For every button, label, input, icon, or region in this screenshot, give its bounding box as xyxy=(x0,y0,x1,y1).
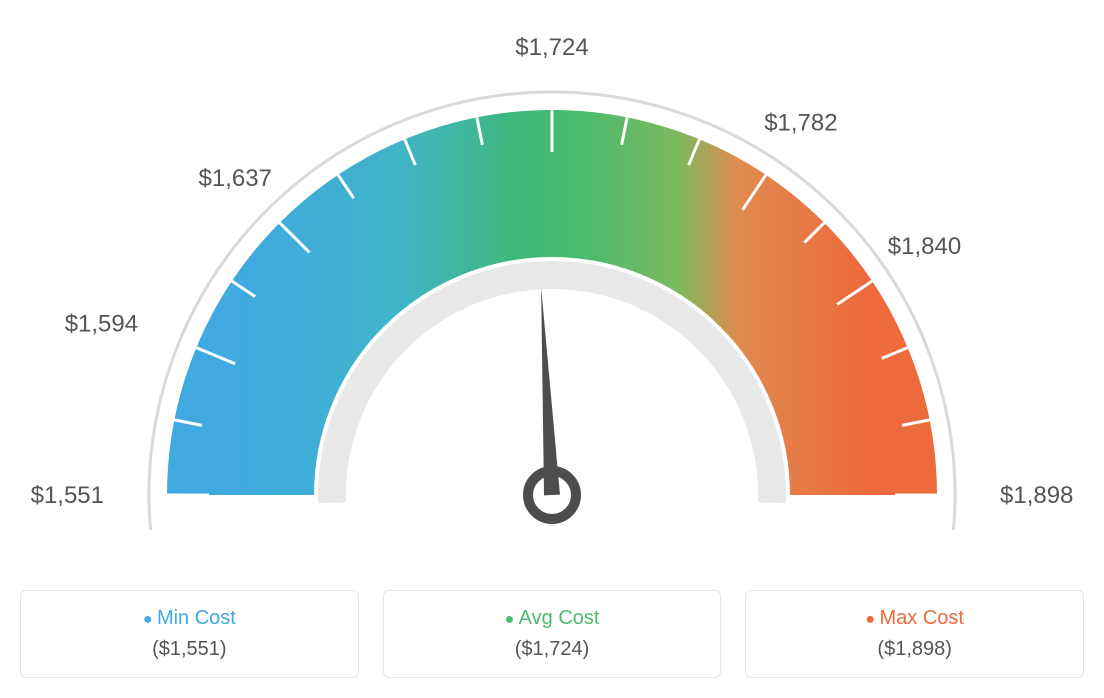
svg-text:$1,840: $1,840 xyxy=(888,233,961,260)
legend-avg-title: Avg Cost xyxy=(384,607,721,630)
svg-text:$1,898: $1,898 xyxy=(1000,482,1073,509)
legend-avg-card: Avg Cost ($1,724) xyxy=(383,590,722,678)
gauge-svg: $1,551 $1,594 $1,637 $1,724 $1,782 $1,840 $1,8… xyxy=(20,20,1084,560)
legend-min-card: Min Cost ($1,551) xyxy=(20,590,359,678)
legend-min-value: ($1,551) xyxy=(21,638,358,661)
legend-max-value: ($1,898) xyxy=(746,638,1083,661)
gauge-svg-container: $1,551 $1,594 $1,637 $1,724 $1,782 $1,840 $1,8… xyxy=(20,20,1084,560)
svg-text:$1,782: $1,782 xyxy=(764,110,837,137)
svg-text:$1,551: $1,551 xyxy=(31,482,104,509)
cost-gauge-chart: $1,551 $1,594 $1,637 $1,724 $1,782 $1,840 $1,8… xyxy=(20,20,1084,678)
legend-max-card: Max Cost ($1,898) xyxy=(745,590,1084,678)
svg-text:$1,594: $1,594 xyxy=(65,311,138,338)
svg-text:$1,724: $1,724 xyxy=(515,34,588,61)
legend-avg-value: ($1,724) xyxy=(384,638,721,661)
legend-row: Min Cost ($1,551) Avg Cost ($1,724) Max … xyxy=(20,590,1084,678)
svg-text:$1,637: $1,637 xyxy=(199,165,272,192)
legend-min-title: Min Cost xyxy=(21,607,358,630)
legend-max-title: Max Cost xyxy=(746,607,1083,630)
